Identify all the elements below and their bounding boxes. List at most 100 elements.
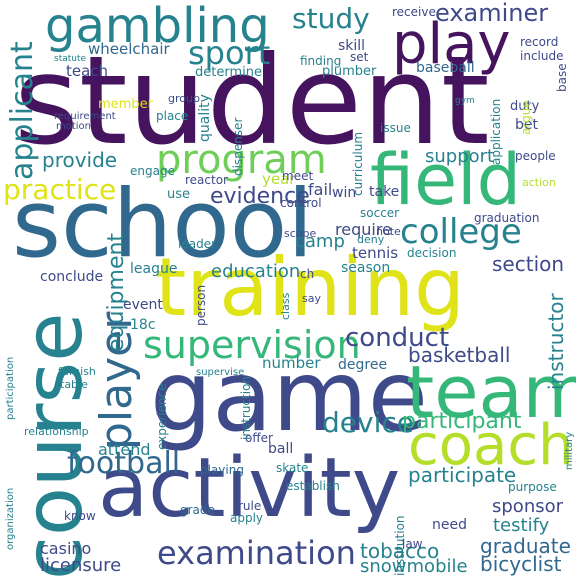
word: licensure: [40, 555, 122, 576]
word: require: [335, 220, 392, 239]
word: conduct: [345, 323, 450, 353]
word: application: [489, 98, 503, 165]
word: camp: [295, 231, 345, 252]
word: game: [150, 340, 429, 454]
word: conclude: [40, 269, 104, 285]
word: record: [520, 35, 559, 49]
word: grade: [180, 503, 215, 517]
word: use: [167, 187, 191, 202]
word: member: [98, 97, 153, 112]
word: plumber: [322, 64, 377, 79]
word: participant: [402, 409, 522, 434]
word: skate: [276, 461, 309, 475]
word: football: [67, 446, 181, 481]
word: play: [392, 12, 511, 77]
word: course: [7, 312, 100, 576]
word: deny: [357, 233, 385, 246]
word: control: [280, 196, 322, 210]
word: school: [12, 170, 314, 279]
word: dispenser: [231, 117, 245, 176]
word: event: [123, 297, 163, 313]
word: people: [515, 149, 556, 163]
word: practice: [3, 173, 117, 206]
word: applicant: [5, 41, 40, 180]
word: engage: [130, 164, 175, 178]
word: year: [262, 170, 296, 188]
word: basketball: [408, 343, 511, 367]
word: coach: [408, 413, 574, 478]
word: note: [376, 225, 401, 238]
word: ball: [268, 441, 294, 457]
word: examiner: [435, 0, 549, 27]
word: attend: [98, 440, 151, 459]
word: law: [402, 537, 423, 551]
word: testify: [493, 515, 550, 536]
word: issue: [380, 121, 411, 135]
word: duty: [510, 99, 540, 114]
word: gambling: [45, 0, 270, 54]
word: evidence: [210, 184, 310, 209]
word: determine: [195, 65, 262, 80]
word: tennis: [352, 244, 399, 262]
word: offer: [245, 431, 273, 445]
word: activity: [98, 441, 401, 536]
word: purpose: [508, 480, 557, 494]
word: argue: [519, 100, 533, 135]
word: include: [520, 49, 564, 63]
word: device: [322, 406, 414, 439]
word: base: [555, 63, 569, 92]
word: relationship: [24, 425, 89, 438]
word: military: [564, 431, 575, 470]
word: teach: [66, 62, 109, 80]
word: statute: [54, 54, 87, 64]
word: motion: [56, 121, 92, 132]
word: apply: [230, 511, 264, 525]
word: 18c: [130, 317, 156, 333]
word: decision: [407, 246, 457, 260]
word: say: [302, 292, 321, 305]
word: casino: [40, 539, 92, 558]
word: skill: [338, 38, 366, 54]
word: number: [262, 354, 321, 372]
word: training: [155, 241, 465, 334]
word: furnish: [58, 365, 96, 378]
word: class: [279, 292, 292, 320]
word: bet: [515, 117, 538, 133]
word: instructor: [544, 293, 568, 390]
word: participation: [5, 356, 16, 420]
word: meet: [282, 169, 314, 183]
word: tobacco: [360, 539, 440, 563]
word: receive: [392, 5, 436, 19]
word: study: [292, 2, 370, 35]
word: sponsor: [492, 496, 564, 517]
word: snowmobile: [360, 556, 468, 576]
word: soccer: [360, 206, 400, 220]
word: win: [332, 185, 357, 201]
word: ch: [300, 267, 315, 281]
word: bicyclist: [480, 552, 562, 576]
word: group: [168, 92, 200, 105]
word: need: [432, 517, 467, 533]
word: leader: [178, 237, 217, 251]
word: graduate: [480, 534, 571, 558]
word: person: [194, 284, 208, 326]
word: team: [406, 350, 576, 434]
word: rule: [238, 499, 262, 513]
word: graduation: [474, 211, 540, 225]
word: provide: [42, 148, 118, 172]
word: student: [14, 30, 490, 172]
word: set: [350, 50, 369, 64]
word: supervision: [143, 323, 361, 367]
word: equipment: [104, 232, 129, 352]
word: scope: [284, 227, 317, 240]
word: instruction: [239, 375, 253, 440]
word: action: [522, 176, 556, 189]
word: field: [370, 139, 522, 221]
word: take: [369, 184, 400, 200]
word: know: [64, 509, 96, 523]
word: fail: [308, 180, 333, 199]
word: requirement: [54, 111, 116, 122]
word: sport: [188, 34, 271, 72]
word: gym: [455, 96, 475, 106]
